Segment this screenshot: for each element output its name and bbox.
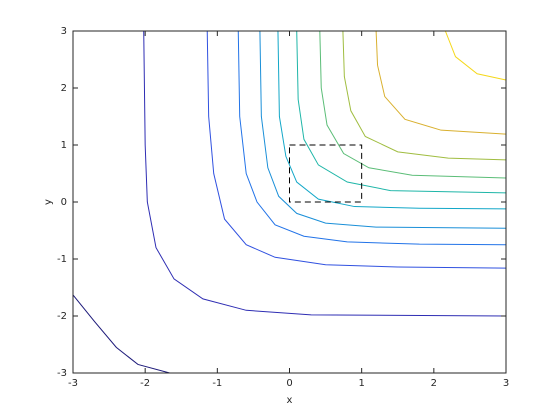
contour-line bbox=[143, 30, 507, 317]
contour-line bbox=[259, 30, 507, 229]
contour-line bbox=[206, 30, 507, 269]
y-tick-label: 2 bbox=[61, 83, 67, 94]
x-tick-label: 2 bbox=[431, 378, 437, 389]
y-tick-label: 0 bbox=[61, 197, 67, 208]
x-tick-label: -2 bbox=[140, 378, 150, 389]
x-tick-label: -1 bbox=[212, 378, 222, 389]
contour-line bbox=[72, 294, 170, 374]
x-tick-label: 0 bbox=[286, 378, 292, 389]
dashed-rectangle bbox=[289, 144, 363, 203]
y-tick-label: 3 bbox=[61, 26, 67, 37]
x-tick-label: -3 bbox=[68, 378, 78, 389]
y-tick-label: -3 bbox=[57, 368, 67, 379]
contour-line bbox=[296, 30, 507, 194]
contour-line bbox=[237, 30, 507, 246]
y-tick-label: -2 bbox=[57, 311, 67, 322]
x-tick-label: 3 bbox=[503, 378, 509, 389]
x-axis-label: x bbox=[287, 395, 293, 406]
contour-line bbox=[319, 30, 507, 179]
contour-line bbox=[444, 30, 507, 81]
contour-line bbox=[375, 30, 507, 135]
x-tick-label: 1 bbox=[358, 378, 364, 389]
contour-line bbox=[342, 30, 507, 161]
contour-line bbox=[277, 30, 507, 210]
y-tick-label: 1 bbox=[61, 140, 67, 151]
y-tick-label: -1 bbox=[57, 254, 67, 265]
y-axis-label: y bbox=[43, 199, 54, 205]
